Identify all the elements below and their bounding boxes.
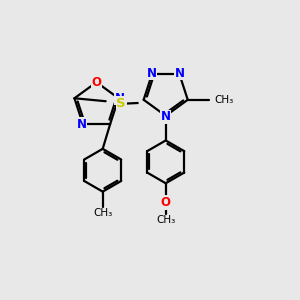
Text: CH₃: CH₃ <box>93 208 112 218</box>
Text: O: O <box>161 196 171 209</box>
Text: CH₃: CH₃ <box>214 95 233 105</box>
Text: N: N <box>175 67 185 80</box>
Text: S: S <box>116 97 126 110</box>
Text: N: N <box>146 67 157 80</box>
Text: O: O <box>92 76 101 89</box>
Text: N: N <box>115 92 125 105</box>
Text: N: N <box>77 118 87 131</box>
Text: CH₃: CH₃ <box>156 215 175 225</box>
Text: N: N <box>161 110 171 124</box>
